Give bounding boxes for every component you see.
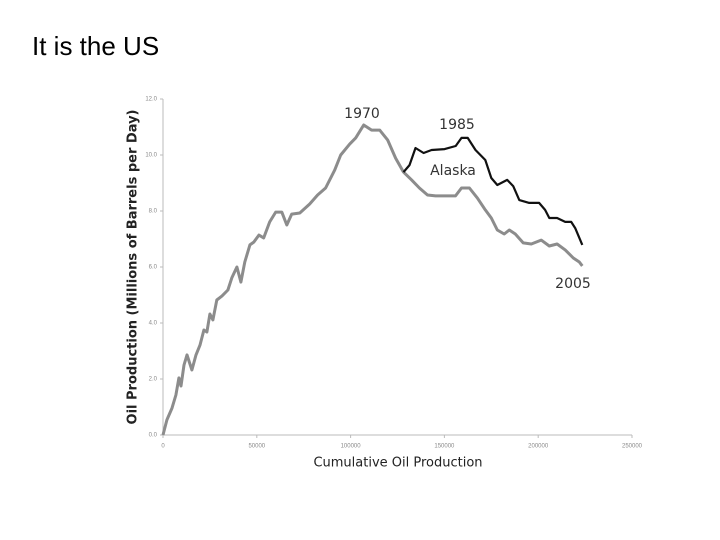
x-tick-label: 0 bbox=[161, 444, 165, 450]
slide-title: It is the US bbox=[32, 31, 159, 61]
y-tick-label: 0.0 bbox=[149, 433, 158, 439]
y-axis-label: Oil Production (Millions of Barrels per … bbox=[126, 110, 141, 425]
y-tick-label: 6.0 bbox=[149, 265, 158, 271]
y-tick-label: 2.0 bbox=[149, 377, 158, 383]
series-line bbox=[402, 136, 584, 246]
annotation: Alaska bbox=[430, 163, 476, 179]
x-tick-label: 100000 bbox=[341, 444, 362, 450]
annotation: 2005 bbox=[555, 276, 591, 292]
x-axis-label: Cumulative Oil Production bbox=[313, 456, 482, 471]
annotation: 1985 bbox=[439, 117, 475, 133]
y-tick-label: 12.0 bbox=[145, 97, 157, 103]
x-tick-label: 250000 bbox=[622, 444, 643, 450]
series-line bbox=[161, 123, 584, 436]
annotation: 1970 bbox=[344, 106, 380, 122]
y-tick-label: 4.0 bbox=[149, 321, 158, 327]
y-tick-label: 10.0 bbox=[145, 153, 157, 159]
x-tick-label: 50000 bbox=[248, 444, 265, 450]
x-tick-label: 150000 bbox=[434, 444, 455, 450]
x-tick-label: 200000 bbox=[528, 444, 549, 450]
y-tick-label: 8.0 bbox=[149, 209, 158, 215]
